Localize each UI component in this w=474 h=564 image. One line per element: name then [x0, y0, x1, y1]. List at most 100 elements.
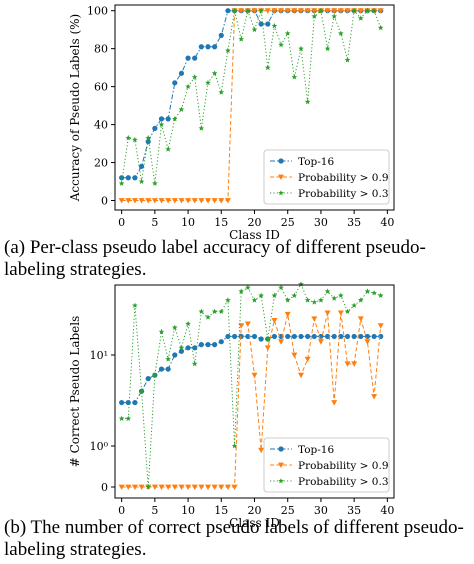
- y-tick-label-4: 80: [94, 43, 108, 56]
- point-prob03-15: [218, 89, 225, 95]
- y-axis-label: Accuracy of Pseudo Labels (%): [68, 14, 82, 202]
- point-prob09-23: [271, 318, 278, 324]
- point-prob03-14: [211, 308, 218, 315]
- point-top16-16: [225, 333, 231, 340]
- legend-marker-prob03: [278, 190, 284, 196]
- x-tick-label-5: 25: [281, 504, 295, 517]
- point-prob03-28: [304, 98, 311, 105]
- point-top16-15: [218, 339, 224, 345]
- point-prob09-4: [145, 198, 152, 204]
- point-prob09-34: [344, 8, 351, 14]
- point-prob09-25: [284, 311, 291, 318]
- point-prob03-27: [298, 281, 304, 287]
- point-top16-11: [192, 345, 198, 351]
- x-tick-label-0: 0: [118, 504, 125, 517]
- point-prob09-25: [284, 8, 291, 14]
- x-tick-label-1: 5: [151, 504, 158, 517]
- y-tick-label-5: 100: [87, 5, 108, 18]
- point-prob03-18: [238, 36, 245, 42]
- point-top16-34: [344, 333, 351, 340]
- y-tick-label-3: 60: [94, 81, 108, 94]
- point-prob03-22: [264, 64, 271, 71]
- point-prob03-23: [271, 292, 278, 298]
- point-prob03-31: [324, 45, 331, 52]
- point-prob09-8: [171, 198, 178, 204]
- point-prob09-6: [158, 484, 165, 490]
- point-prob09-33: [337, 310, 344, 316]
- point-prob03-2: [132, 302, 138, 308]
- x-tick-label-5: 25: [281, 216, 295, 229]
- point-prob09-9: [178, 198, 185, 204]
- point-prob03-4: [145, 484, 152, 490]
- caption-b: (b) The number of correct pseudo labels …: [4, 517, 464, 560]
- point-prob03-27: [298, 45, 304, 52]
- series-line-prob03: [121, 283, 381, 488]
- point-prob03-21: [258, 7, 264, 14]
- point-prob09-27: [298, 8, 304, 14]
- point-prob03-12: [198, 308, 205, 315]
- point-prob09-22: [264, 8, 271, 14]
- point-prob03-28: [304, 297, 311, 303]
- point-prob09-37: [364, 339, 371, 345]
- point-prob09-12: [198, 484, 205, 490]
- point-prob03-25: [284, 297, 291, 303]
- point-prob09-28: [304, 356, 311, 363]
- point-prob09-32: [331, 400, 338, 406]
- point-prob03-5: [152, 372, 158, 378]
- point-prob03-24: [278, 284, 284, 291]
- x-tick-label-8: 40: [380, 504, 394, 517]
- point-prob03-11: [191, 360, 198, 367]
- point-prob09-31: [324, 8, 331, 14]
- point-prob03-38: [371, 7, 377, 14]
- point-top16-8: [172, 352, 178, 358]
- legend-label-top16: Top-16: [298, 444, 334, 456]
- series-line-prob09: [121, 312, 382, 488]
- point-prob09-1: [125, 198, 132, 204]
- point-prob03-13: [205, 314, 211, 320]
- point-top16-9: [178, 348, 185, 354]
- point-prob09-36: [357, 8, 364, 14]
- point-top16-7: [165, 116, 171, 122]
- point-top16-31: [324, 333, 331, 340]
- point-top16-11: [192, 55, 198, 61]
- point-prob03-3: [138, 388, 145, 394]
- point-prob03-32: [331, 13, 338, 19]
- point-prob03-19: [245, 284, 251, 291]
- point-prob03-0: [118, 180, 125, 186]
- point-prob09-14: [211, 198, 218, 204]
- point-prob03-7: [165, 146, 171, 152]
- point-prob09-7: [165, 198, 172, 204]
- x-tick-label-4: 20: [248, 216, 262, 229]
- y-tick-label-1: 10⁰: [90, 440, 109, 453]
- x-axis-label: Class ID: [229, 228, 280, 242]
- point-prob03-0: [118, 415, 125, 422]
- legend-label-prob03: Probability > 0.3: [298, 188, 389, 200]
- point-top16-22: [265, 21, 271, 27]
- chart-correct-count: 0 5 10 15 20 25 30 35 40 0 10⁰ 10¹ Class ID # Correct…: [68, 281, 395, 530]
- point-prob03-19: [245, 7, 251, 14]
- point-prob09-5: [151, 198, 158, 204]
- point-prob03-30: [318, 7, 324, 14]
- point-prob09-16: [224, 484, 231, 490]
- point-prob03-33: [338, 30, 344, 36]
- point-top16-14: [212, 44, 218, 50]
- point-top16-0: [119, 175, 125, 181]
- point-top16-21: [258, 336, 264, 342]
- point-prob09-5: [151, 484, 158, 490]
- point-prob09-0: [118, 198, 125, 204]
- y-tick-label-0: 0: [101, 481, 108, 494]
- point-prob03-34: [344, 308, 351, 315]
- chart-accuracy: 0 5 10 15 20 25 30 35 40 0 20 40 60 80 100 Class ID Accu…: [68, 4, 395, 242]
- point-prob03-38: [371, 290, 377, 296]
- point-prob03-9: [178, 344, 185, 351]
- point-top16-2: [132, 399, 138, 406]
- point-prob03-5: [152, 180, 158, 186]
- point-prob03-33: [338, 292, 344, 298]
- point-prob03-17: [231, 443, 238, 449]
- x-tick-label-3: 15: [214, 216, 228, 229]
- x-tick-label-4: 20: [248, 504, 262, 517]
- point-prob09-24: [278, 8, 285, 14]
- point-prob09-10: [185, 198, 192, 204]
- legend: [263, 437, 390, 493]
- point-prob09-22: [264, 345, 271, 351]
